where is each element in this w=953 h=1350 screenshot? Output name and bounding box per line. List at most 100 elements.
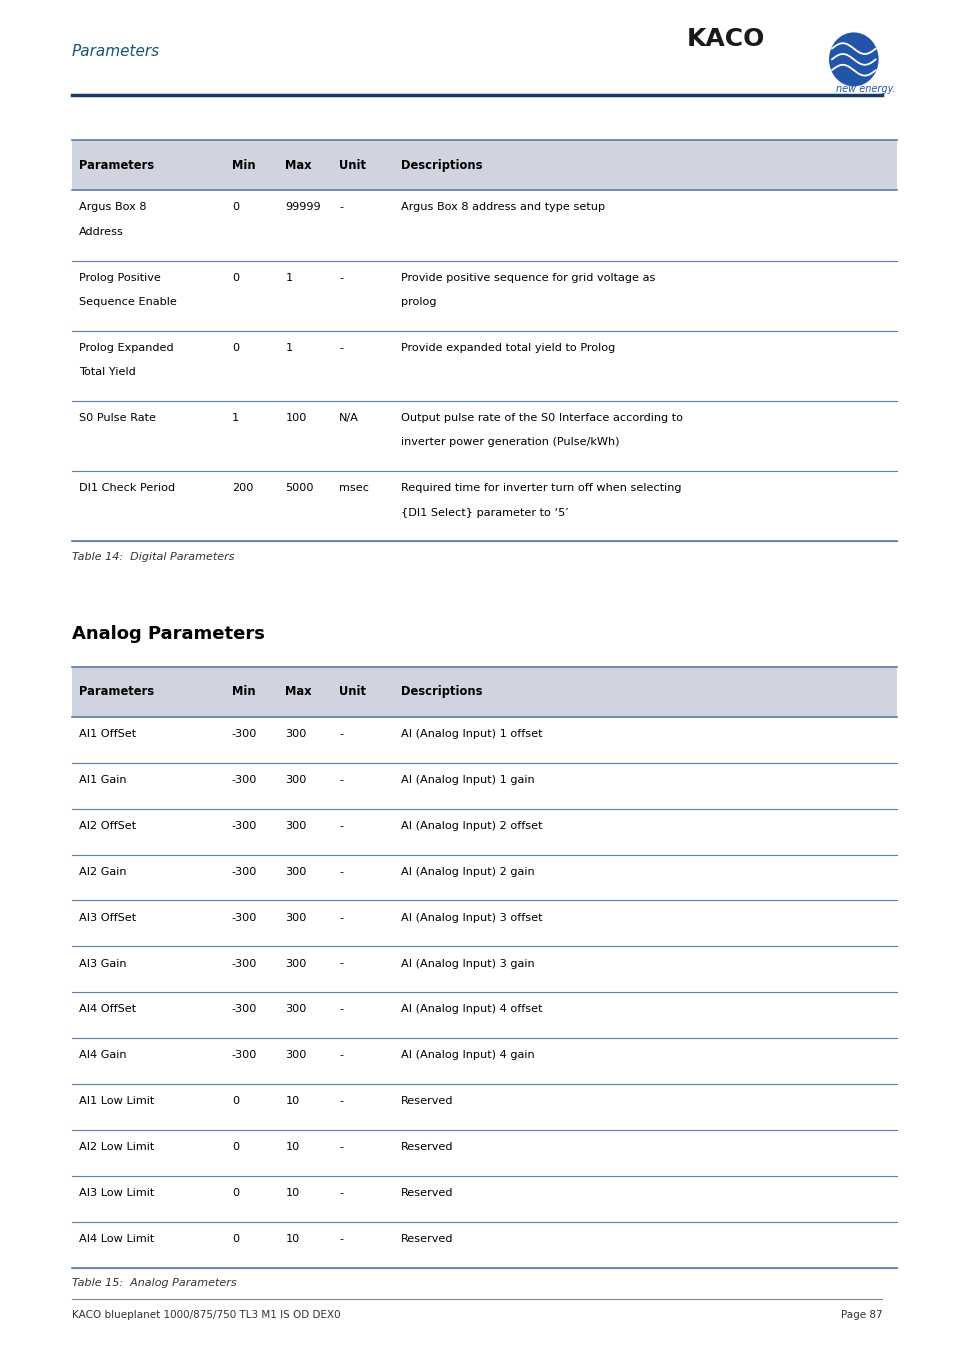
Text: AI2 Gain: AI2 Gain xyxy=(79,867,127,876)
Text: -300: -300 xyxy=(232,775,257,784)
Text: Argus Box 8 address and type setup: Argus Box 8 address and type setup xyxy=(400,202,604,212)
Text: -300: -300 xyxy=(232,958,257,968)
Text: Reserved: Reserved xyxy=(400,1142,453,1152)
Bar xyxy=(71,809,896,855)
Text: -: - xyxy=(338,775,343,784)
Text: -: - xyxy=(338,1234,343,1243)
Text: -300: -300 xyxy=(232,1050,257,1060)
Text: 10: 10 xyxy=(285,1234,299,1243)
Text: Prolog Expanded: Prolog Expanded xyxy=(79,343,173,352)
Text: 10: 10 xyxy=(285,1188,299,1197)
Text: Unit: Unit xyxy=(338,159,366,171)
Text: AI1 Gain: AI1 Gain xyxy=(79,775,127,784)
Text: prolog: prolog xyxy=(400,297,436,306)
Text: AI (Analog Input) 4 offset: AI (Analog Input) 4 offset xyxy=(400,1004,542,1014)
Text: Address: Address xyxy=(79,227,124,236)
Bar xyxy=(71,471,896,541)
Bar xyxy=(71,855,896,900)
Text: -300: -300 xyxy=(232,913,257,922)
Text: -: - xyxy=(338,821,343,830)
Text: Unit: Unit xyxy=(338,686,366,698)
Text: AI3 OffSet: AI3 OffSet xyxy=(79,913,136,922)
Text: Descriptions: Descriptions xyxy=(400,159,482,171)
Text: AI (Analog Input) 2 gain: AI (Analog Input) 2 gain xyxy=(400,867,534,876)
Bar xyxy=(71,900,896,946)
Text: AI4 Low Limit: AI4 Low Limit xyxy=(79,1234,154,1243)
Text: AI2 Low Limit: AI2 Low Limit xyxy=(79,1142,154,1152)
Text: -300: -300 xyxy=(232,821,257,830)
Text: N/A: N/A xyxy=(338,413,358,423)
Text: inverter power generation (Pulse/kWh): inverter power generation (Pulse/kWh) xyxy=(400,437,618,447)
Text: msec: msec xyxy=(338,483,369,493)
Text: AI2 OffSet: AI2 OffSet xyxy=(79,821,136,830)
Bar xyxy=(71,763,896,809)
Text: -300: -300 xyxy=(232,1004,257,1014)
Text: 200: 200 xyxy=(232,483,253,493)
Text: Reserved: Reserved xyxy=(400,1234,453,1243)
Text: Min: Min xyxy=(232,686,255,698)
Text: 300: 300 xyxy=(285,821,307,830)
Text: 0: 0 xyxy=(232,202,238,212)
Text: 300: 300 xyxy=(285,958,307,968)
Bar xyxy=(71,992,896,1038)
Text: Parameters: Parameters xyxy=(71,45,159,59)
Text: 300: 300 xyxy=(285,913,307,922)
Text: Prolog Positive: Prolog Positive xyxy=(79,273,161,282)
Bar xyxy=(71,1084,896,1130)
Text: 0: 0 xyxy=(232,343,238,352)
Ellipse shape xyxy=(828,32,878,86)
Bar xyxy=(71,261,896,331)
Text: -: - xyxy=(338,202,343,212)
Bar xyxy=(71,1130,896,1176)
Text: 10: 10 xyxy=(285,1142,299,1152)
Text: Parameters: Parameters xyxy=(79,159,154,171)
Text: AI4 Gain: AI4 Gain xyxy=(79,1050,127,1060)
Bar xyxy=(71,190,896,261)
Text: DI1 Check Period: DI1 Check Period xyxy=(79,483,175,493)
Text: AI (Analog Input) 3 gain: AI (Analog Input) 3 gain xyxy=(400,958,534,968)
Text: -300: -300 xyxy=(232,867,257,876)
Text: {DI1 Select} parameter to ‘5’: {DI1 Select} parameter to ‘5’ xyxy=(400,508,568,517)
Text: Min: Min xyxy=(232,159,255,171)
Text: 0: 0 xyxy=(232,1096,238,1106)
Text: Reserved: Reserved xyxy=(400,1096,453,1106)
Text: S0 Pulse Rate: S0 Pulse Rate xyxy=(79,413,156,423)
Text: 5000: 5000 xyxy=(285,483,314,493)
Text: Provide positive sequence for grid voltage as: Provide positive sequence for grid volta… xyxy=(400,273,655,282)
Text: AI (Analog Input) 3 offset: AI (Analog Input) 3 offset xyxy=(400,913,542,922)
Bar xyxy=(71,1038,896,1084)
Text: Output pulse rate of the S0 Interface according to: Output pulse rate of the S0 Interface ac… xyxy=(400,413,682,423)
Text: Max: Max xyxy=(285,686,312,698)
Text: 100: 100 xyxy=(285,413,307,423)
Text: 1: 1 xyxy=(285,343,293,352)
Text: AI3 Low Limit: AI3 Low Limit xyxy=(79,1188,154,1197)
Text: KACO: KACO xyxy=(686,27,764,51)
Text: -: - xyxy=(338,1096,343,1106)
Bar xyxy=(71,140,896,190)
Text: Descriptions: Descriptions xyxy=(400,686,482,698)
Bar xyxy=(71,401,896,471)
Text: AI (Analog Input) 1 offset: AI (Analog Input) 1 offset xyxy=(400,729,542,738)
Text: Sequence Enable: Sequence Enable xyxy=(79,297,177,306)
Text: 300: 300 xyxy=(285,1004,307,1014)
Text: -: - xyxy=(338,273,343,282)
Text: -: - xyxy=(338,729,343,738)
Text: Reserved: Reserved xyxy=(400,1188,453,1197)
Bar xyxy=(71,1176,896,1222)
Text: AI4 OffSet: AI4 OffSet xyxy=(79,1004,136,1014)
Text: -: - xyxy=(338,1004,343,1014)
Text: -: - xyxy=(338,913,343,922)
Text: Table 15:  Analog Parameters: Table 15: Analog Parameters xyxy=(71,1278,236,1288)
Text: 300: 300 xyxy=(285,1050,307,1060)
Text: Required time for inverter turn off when selecting: Required time for inverter turn off when… xyxy=(400,483,680,493)
Text: AI3 Gain: AI3 Gain xyxy=(79,958,127,968)
Text: 99999: 99999 xyxy=(285,202,321,212)
Bar xyxy=(71,717,896,763)
Text: Provide expanded total yield to Prolog: Provide expanded total yield to Prolog xyxy=(400,343,615,352)
Text: KACO blueplanet 1000/875/750 TL3 M1 IS OD DEX0: KACO blueplanet 1000/875/750 TL3 M1 IS O… xyxy=(71,1310,340,1319)
Text: Total Yield: Total Yield xyxy=(79,367,135,377)
Text: new energy.: new energy. xyxy=(835,84,895,93)
Text: 300: 300 xyxy=(285,775,307,784)
Text: AI (Analog Input) 1 gain: AI (Analog Input) 1 gain xyxy=(400,775,534,784)
Text: 1: 1 xyxy=(285,273,293,282)
